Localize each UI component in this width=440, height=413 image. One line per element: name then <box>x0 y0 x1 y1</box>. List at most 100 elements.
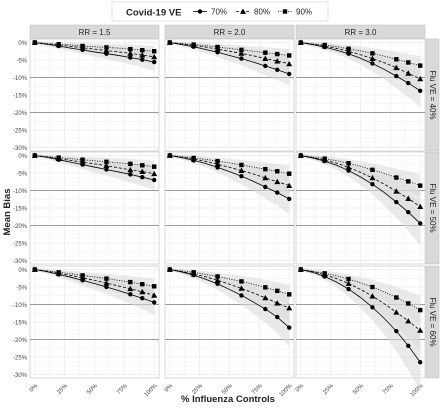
data-point <box>322 42 327 48</box>
data-point <box>274 300 281 306</box>
data-point <box>287 171 292 176</box>
data-point <box>346 161 351 166</box>
data-point <box>394 57 399 62</box>
data-point <box>80 157 85 162</box>
data-point <box>287 292 292 297</box>
x-tick-label: 50% <box>352 383 365 396</box>
data-point <box>239 279 244 284</box>
data-point <box>262 294 269 301</box>
x-tick-label: 25% <box>56 383 69 396</box>
series-line-70% <box>34 269 155 303</box>
data-point <box>128 55 133 60</box>
data-point <box>139 168 146 174</box>
data-point <box>274 58 281 64</box>
y-tick-label: -15% <box>13 321 28 327</box>
data-point <box>263 166 268 172</box>
legend-box <box>111 1 329 22</box>
series-line-80% <box>169 42 290 65</box>
data-point <box>191 42 196 47</box>
data-point <box>394 199 399 205</box>
data-point <box>191 155 196 161</box>
series-line-80% <box>300 155 421 207</box>
data-point <box>275 314 280 320</box>
data-point <box>140 57 145 62</box>
series-line-70% <box>169 42 290 75</box>
panel-r0-c1 <box>164 38 295 152</box>
data-point <box>346 46 351 51</box>
data-point <box>238 167 245 173</box>
facet-strip-label: RR = 1.5 <box>79 28 111 37</box>
y-axis-label: Mean Bias <box>2 189 13 236</box>
data-point <box>56 270 61 275</box>
data-point <box>287 53 292 58</box>
data-point <box>104 167 109 172</box>
legend-marker-70% <box>197 9 203 14</box>
series-line-80% <box>169 155 290 186</box>
data-point <box>405 317 412 324</box>
data-point <box>298 153 303 158</box>
data-point <box>298 40 303 45</box>
data-point <box>152 49 157 54</box>
data-point <box>32 267 37 272</box>
data-point <box>215 274 220 279</box>
data-point <box>127 285 134 292</box>
data-point <box>128 172 133 177</box>
data-point <box>167 40 172 45</box>
series-line-70% <box>34 155 155 181</box>
data-point <box>167 267 172 272</box>
data-point <box>151 292 158 298</box>
data-point <box>418 88 423 94</box>
data-point <box>239 293 244 298</box>
data-point <box>394 73 399 79</box>
panel-r2-c2 <box>295 265 426 392</box>
data-point <box>80 43 85 49</box>
data-point <box>32 40 37 45</box>
data-point <box>369 293 376 299</box>
panel-r1-c1 <box>164 151 295 265</box>
data-point <box>418 360 423 365</box>
data-point <box>56 42 61 47</box>
series-line-90% <box>169 269 290 295</box>
series-line-90% <box>300 42 421 66</box>
data-point <box>370 182 375 187</box>
data-point <box>417 75 424 82</box>
legend-label: 70% <box>211 8 227 17</box>
data-point <box>215 158 220 164</box>
data-point <box>263 306 268 312</box>
data-point <box>275 190 280 195</box>
series-line-90% <box>300 269 421 311</box>
data-point <box>393 64 400 71</box>
data-point <box>239 162 244 168</box>
data-point <box>239 56 244 61</box>
data-point <box>286 60 293 67</box>
data-point <box>262 174 269 181</box>
facet-strip-label: RR = 3.0 <box>345 28 377 37</box>
data-point <box>239 173 244 179</box>
series-line-90% <box>169 42 290 56</box>
series-line-80% <box>300 269 421 331</box>
y-tick-label: -20% <box>13 111 28 117</box>
data-point <box>152 300 157 305</box>
data-point <box>275 67 280 73</box>
data-point <box>322 271 327 276</box>
data-point <box>128 279 133 285</box>
facet-strip-label: Flu VE = 60% <box>428 297 437 346</box>
data-point <box>286 182 293 188</box>
x-tick-label: 50% <box>86 383 99 396</box>
data-point <box>370 284 375 290</box>
x-tick-label: 0% <box>29 383 40 394</box>
data-point <box>80 273 85 278</box>
data-point <box>370 167 375 173</box>
series-line-70% <box>169 269 290 328</box>
data-point <box>322 156 327 161</box>
series-line-70% <box>34 42 155 63</box>
legend-title: Covid-19 VE <box>126 8 181 19</box>
data-point <box>406 343 411 348</box>
data-point <box>346 276 351 282</box>
data-point <box>262 55 269 61</box>
data-point <box>287 196 292 202</box>
data-point <box>406 301 411 306</box>
y-tick-label: -25% <box>13 356 28 362</box>
data-point <box>239 47 244 53</box>
data-point <box>369 55 376 61</box>
